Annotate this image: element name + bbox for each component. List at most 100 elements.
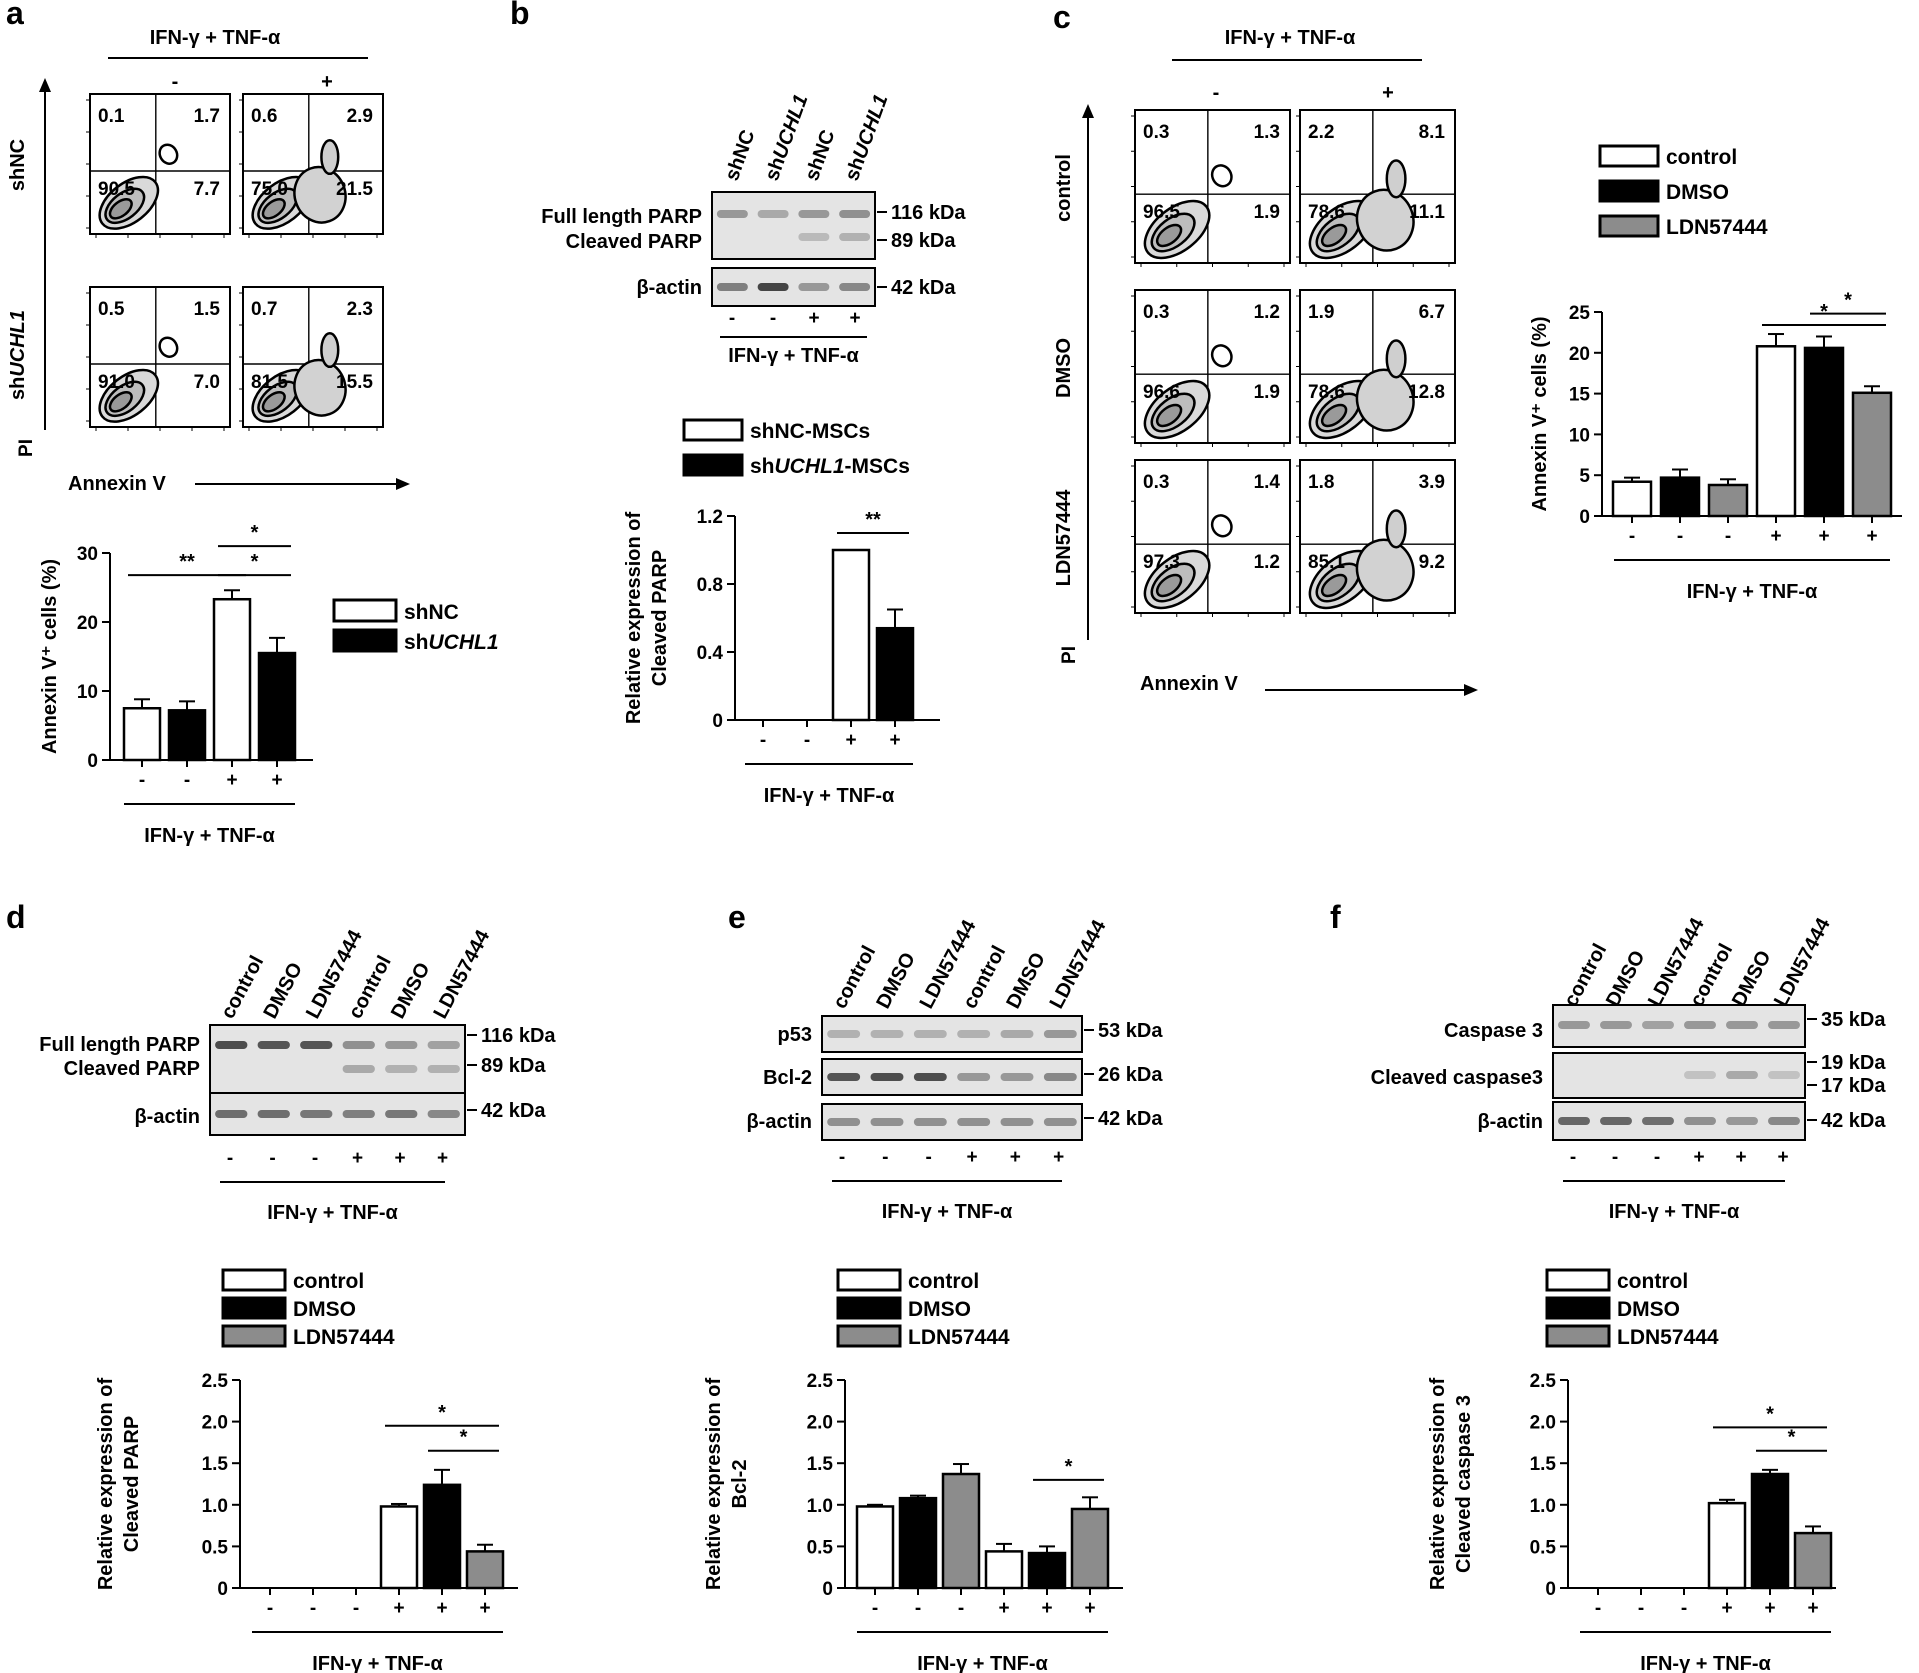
y-axis-label: Annexin V⁺ cells (%) (39, 559, 61, 754)
blot-band (385, 1041, 418, 1049)
quadrant-ul: 1.9 (1308, 302, 1334, 323)
blot-band (957, 1118, 991, 1126)
quadrant-ur: 1.2 (1254, 302, 1280, 323)
y-tick-label: 20 (77, 613, 98, 634)
quadrant-ul: 0.7 (251, 299, 277, 320)
y-tick-label: 2.0 (202, 1413, 228, 1434)
contour-late (1210, 164, 1233, 188)
blot-band (839, 210, 871, 218)
panel-letter: a (6, 0, 24, 31)
quadrant-ur: 1.7 (194, 106, 220, 127)
quadrant-lr: 21.5 (336, 179, 373, 200)
quadrant-ll: 78.6 (1308, 202, 1345, 223)
contour-late (158, 143, 179, 165)
y-tick-label: 30 (77, 544, 98, 565)
legend-label: DMSO (908, 1298, 971, 1321)
y-tick-label: 1.0 (1530, 1496, 1556, 1517)
quadrant-ll: 96.5 (1143, 202, 1180, 223)
contour-apoptotic (293, 358, 347, 417)
category-sign: + (1807, 1598, 1818, 1619)
blot-band (1726, 1021, 1758, 1029)
category-sign: - (1681, 1598, 1687, 1619)
lane-label: shNC (801, 127, 840, 184)
row-label: shUCHL1 (7, 310, 29, 400)
kda-marker: 89 kDa (891, 230, 956, 252)
pi-arrowhead (39, 78, 51, 92)
category-sign: - (958, 1598, 964, 1619)
y-tick-label: 2.5 (807, 1371, 834, 1392)
row-label: control (1053, 154, 1075, 222)
quadrant-ur: 3.9 (1419, 472, 1445, 493)
x-axis-label: IFN-γ + TNF-α (312, 1653, 443, 1673)
quadrant-ll: 81.5 (251, 372, 288, 393)
category-sign: - (184, 770, 190, 791)
legend-swatch (682, 418, 744, 442)
lane-label: LDN57444 (1046, 916, 1111, 1013)
y-tick-label: 0 (822, 1579, 833, 1600)
category-sign: + (436, 1598, 447, 1619)
legend-label: control (1666, 146, 1737, 169)
y-tick-label: 0 (1545, 1579, 1556, 1600)
blot-band (215, 1041, 248, 1049)
quadrant-ul: 0.3 (1143, 122, 1169, 143)
blot-band (1684, 1117, 1716, 1125)
bar (1803, 346, 1845, 518)
sign: + (966, 1147, 977, 1168)
category-sign: - (915, 1598, 921, 1619)
blot-band (1558, 1021, 1590, 1029)
band-label: Full length PARP (541, 206, 702, 228)
contour-apoptotic (1355, 188, 1415, 252)
label-prefix: shNC-MSCs (750, 420, 870, 443)
bar (1659, 476, 1701, 518)
quadrant-ul: 0.5 (98, 299, 125, 320)
contour-inner (261, 391, 286, 413)
category-sign: + (845, 730, 856, 751)
category-sign: - (804, 730, 810, 751)
x-axis-label: IFN-γ + TNF-α (1687, 581, 1818, 603)
panel-letter: b (510, 0, 530, 31)
legend-label: DMSO (1666, 181, 1729, 204)
blot-band (1600, 1021, 1632, 1029)
blot-band (839, 283, 871, 291)
category-sign: - (310, 1598, 316, 1619)
legend-label: LDN57444 (293, 1326, 395, 1349)
quadrant-ll: 78.6 (1308, 382, 1345, 403)
blot-band (1684, 1021, 1716, 1029)
plus-header: + (321, 71, 333, 93)
blot-band (427, 1065, 460, 1073)
y-tick-label: 2.0 (1530, 1413, 1556, 1434)
y-tick-label: 1.5 (1530, 1454, 1557, 1475)
band-label: Cleaved PARP (566, 231, 702, 253)
legend-swatch (1545, 1268, 1611, 1292)
blot-band (913, 1118, 947, 1126)
band-label: β-actin (746, 1111, 812, 1133)
bar (855, 1505, 895, 1590)
bar (257, 651, 297, 762)
sign: + (808, 308, 819, 329)
y-tick-label: 1.0 (807, 1496, 833, 1517)
y-tick-label: 10 (1569, 425, 1590, 446)
lane-label: DMSO (1002, 949, 1050, 1012)
quadrant-lr: 1.9 (1254, 202, 1280, 223)
sign: - (770, 308, 776, 329)
y-axis-title: PI (1059, 646, 1080, 664)
label-italic: UCHL1 (775, 455, 845, 478)
blot-band (1000, 1118, 1034, 1126)
bar (941, 1472, 981, 1590)
y-tick-label: 0.4 (697, 643, 724, 664)
blot-band (957, 1030, 991, 1038)
contour-inner (1155, 573, 1183, 598)
category-sign: - (353, 1598, 359, 1619)
blot-band (757, 210, 789, 218)
bar (984, 1550, 1024, 1590)
blot-band (1642, 1117, 1674, 1125)
blot-band (1558, 1117, 1590, 1125)
legend-swatch (332, 628, 398, 653)
sign: - (312, 1148, 318, 1169)
bar (422, 1483, 462, 1590)
label-prefix: sh (7, 377, 29, 400)
significance-star: ** (179, 551, 195, 573)
y-tick-label: 0.5 (202, 1537, 229, 1558)
panel-letter: f (1330, 899, 1341, 935)
contour-inner (1155, 403, 1183, 428)
